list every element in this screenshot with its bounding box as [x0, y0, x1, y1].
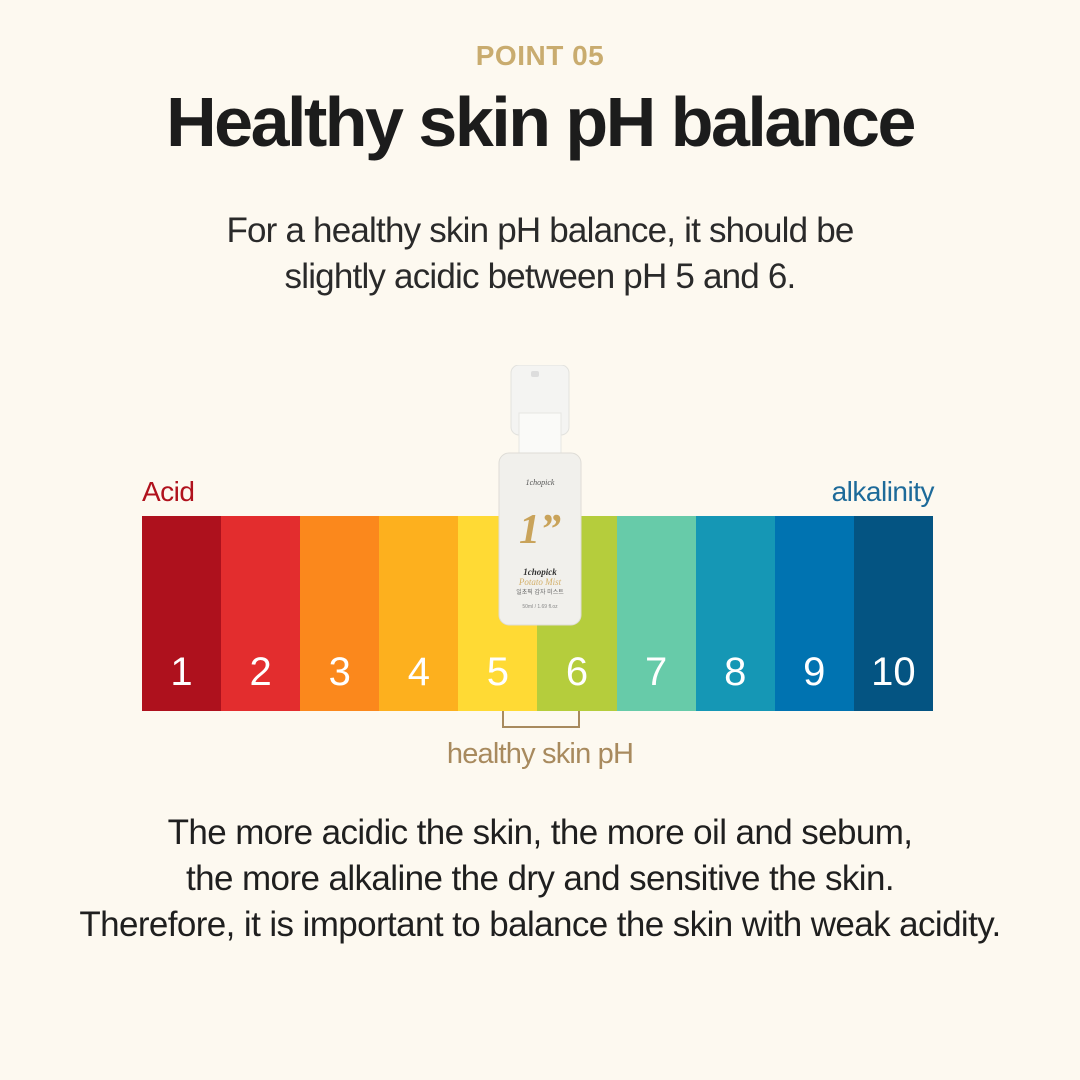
- ph-segment-4: 4: [379, 516, 459, 711]
- ph-segment-1: 1: [142, 516, 222, 711]
- ph-value-label: 5: [486, 650, 510, 694]
- ph-value-label: 10: [871, 650, 916, 694]
- ph-value-label: 4: [407, 650, 430, 694]
- ph-segment-10: 10: [853, 516, 933, 711]
- ph-value-label: 1: [170, 650, 193, 694]
- ph-value-label: 7: [644, 650, 668, 694]
- healthy-range-bracket: [502, 711, 580, 728]
- ph-segment-7: 7: [616, 516, 696, 711]
- subtitle-line: slightly acidic between pH 5 and 6.: [284, 257, 797, 296]
- bottle-logo-mark: 1”: [519, 507, 561, 553]
- ph-value-label: 3: [328, 650, 351, 694]
- body-line: the more alkaline the dry and sensitive …: [186, 859, 895, 898]
- bottle-brand: 1chopick: [523, 567, 557, 577]
- subtitle-line: For a healthy skin pH balance, it should…: [226, 211, 854, 250]
- ph-value-label: 9: [803, 650, 826, 694]
- bottle-volume: 50ml / 1.69 fl.oz: [522, 604, 558, 610]
- subtitle: For a healthy skin pH balance, it should…: [0, 208, 1080, 300]
- product-bottle-image: 1chopick 1” 1chopick Potato Mist 일초픽 감자 …: [498, 365, 582, 626]
- ph-segment-2: 2: [221, 516, 301, 711]
- ph-value-label: 6: [565, 650, 589, 694]
- ph-value-label: 8: [724, 650, 747, 694]
- alkalinity-label: alkalinity: [831, 476, 935, 507]
- ph-segment-9: 9: [774, 516, 854, 711]
- healthy-skin-ph-label: healthy skin pH: [446, 738, 634, 770]
- ph-value-label: 2: [249, 650, 272, 694]
- point-label: POINT 05: [475, 40, 605, 71]
- bottle-brand-small: 1chopick: [526, 478, 555, 487]
- body-text: The more acidic the skin, the more oil a…: [0, 810, 1080, 948]
- bottle-korean-name: 일초픽 감자 미스트: [516, 588, 564, 596]
- bottle-product-name: Potato Mist: [518, 577, 562, 587]
- page-title: Healthy skin pH balance: [166, 83, 916, 161]
- body-line: The more acidic the skin, the more oil a…: [167, 813, 913, 852]
- body-line: Therefore, it is important to balance th…: [79, 905, 1001, 944]
- acid-label: Acid: [142, 476, 195, 507]
- ph-segment-8: 8: [695, 516, 775, 711]
- ph-segment-3: 3: [300, 516, 380, 711]
